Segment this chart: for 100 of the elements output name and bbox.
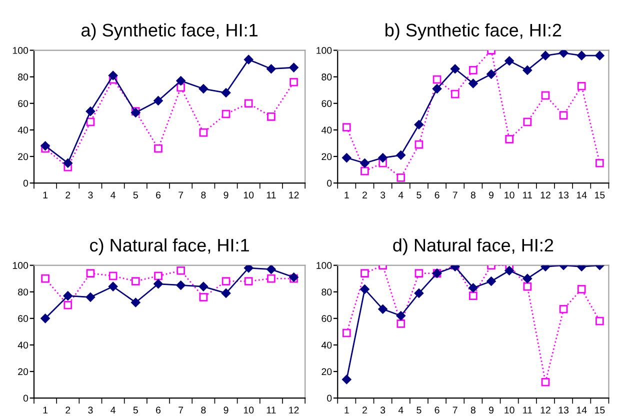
point: [154, 279, 163, 289]
point: [360, 284, 370, 294]
x-tick-label: 6: [434, 192, 440, 198]
x-tick-label: 6: [434, 406, 440, 414]
point: [486, 70, 496, 79]
x-tick-label: 4: [398, 192, 404, 198]
y-tick-label: 100: [316, 47, 332, 54]
y-tick-label: 0: [327, 394, 332, 402]
point: [414, 120, 424, 130]
x-tick-label: 8: [470, 192, 476, 198]
point: [86, 106, 96, 116]
point: [396, 320, 406, 328]
y-tick-label: 100: [12, 47, 28, 54]
point: [468, 283, 478, 293]
point: [176, 83, 186, 92]
x-tick-label: 10: [244, 192, 254, 198]
x-tick-label: 9: [489, 192, 494, 198]
point: [523, 118, 532, 126]
y-tick-label: 0: [23, 180, 28, 187]
point: [222, 110, 230, 118]
point: [414, 140, 424, 149]
point: [199, 128, 208, 137]
point: [342, 328, 351, 338]
point: [360, 158, 370, 168]
x-tick-label: 2: [362, 406, 367, 414]
point: [486, 276, 496, 286]
point: [266, 64, 276, 74]
y-tick-label: 80: [18, 288, 28, 296]
point: [432, 75, 442, 84]
x-tick-label: 8: [470, 406, 476, 414]
point: [244, 265, 254, 273]
x-tick-label: 4: [110, 192, 116, 198]
chart-title: d) Natural face, HI:2: [393, 238, 554, 256]
point: [154, 272, 162, 280]
point: [342, 374, 352, 384]
point: [450, 90, 460, 98]
x-tick-label: 6: [156, 406, 161, 414]
x-tick-label: 12: [289, 192, 299, 198]
point: [469, 66, 478, 74]
point: [131, 277, 140, 286]
x-tick-label: 7: [452, 192, 458, 198]
x-tick-label: 14: [576, 406, 587, 414]
point: [522, 274, 532, 284]
point: [198, 84, 208, 94]
chart-title: b) Synthetic face, HI:2: [386, 23, 562, 40]
x-tick-label: 4: [398, 406, 404, 414]
chart-title: c) Natural face, HI:1: [90, 238, 249, 256]
x-tick-label: 12: [289, 406, 299, 414]
x-tick-label: 2: [66, 192, 70, 198]
point: [504, 266, 514, 276]
y-tick-label: 0: [327, 180, 332, 187]
point: [63, 291, 72, 300]
point: [522, 66, 532, 75]
point: [360, 269, 369, 278]
point: [266, 265, 276, 274]
point: [595, 50, 604, 60]
point: [86, 269, 95, 278]
point: [108, 70, 118, 80]
point: [342, 123, 351, 132]
point: [40, 314, 50, 324]
point: [41, 274, 50, 283]
y-tick-label: 20: [18, 153, 28, 160]
point: [342, 153, 352, 162]
x-tick-label: 5: [133, 192, 138, 198]
x-tick-label: 3: [88, 406, 93, 414]
x-tick-label: 11: [523, 406, 532, 414]
x-tick-label: 7: [178, 192, 184, 198]
point: [378, 153, 388, 162]
point: [63, 158, 72, 168]
x-tick-label: 5: [416, 406, 422, 414]
point: [576, 50, 586, 60]
chart-title: a) Synthetic face, HI:1: [82, 23, 258, 40]
y-tick-label: 100: [12, 262, 28, 269]
point: [176, 266, 186, 275]
y-tick-label: 20: [322, 153, 332, 160]
point: [221, 288, 231, 298]
y-tick-label: 40: [18, 126, 28, 134]
point: [505, 135, 514, 144]
point: [244, 54, 254, 64]
point: [596, 316, 604, 326]
x-tick-label: 1: [344, 192, 349, 198]
point: [541, 378, 550, 386]
point: [176, 280, 186, 290]
x-tick-label: 7: [178, 406, 184, 414]
point: [558, 50, 568, 58]
x-tick-label: 4: [110, 406, 116, 414]
y-tick-label: 60: [322, 315, 332, 322]
y-tick-label: 20: [18, 368, 28, 376]
x-tick-label: 5: [133, 406, 138, 414]
x-tick-label: 15: [595, 192, 605, 198]
x-tick-label: 15: [595, 406, 605, 414]
x-tick-label: 8: [201, 192, 206, 198]
x-tick-label: 7: [452, 406, 458, 414]
point: [176, 76, 186, 86]
point: [577, 82, 586, 90]
point: [154, 96, 163, 106]
x-tick-label: 3: [380, 406, 386, 414]
x-tick-label: 2: [66, 406, 70, 414]
point: [414, 269, 424, 278]
point: [40, 141, 50, 150]
